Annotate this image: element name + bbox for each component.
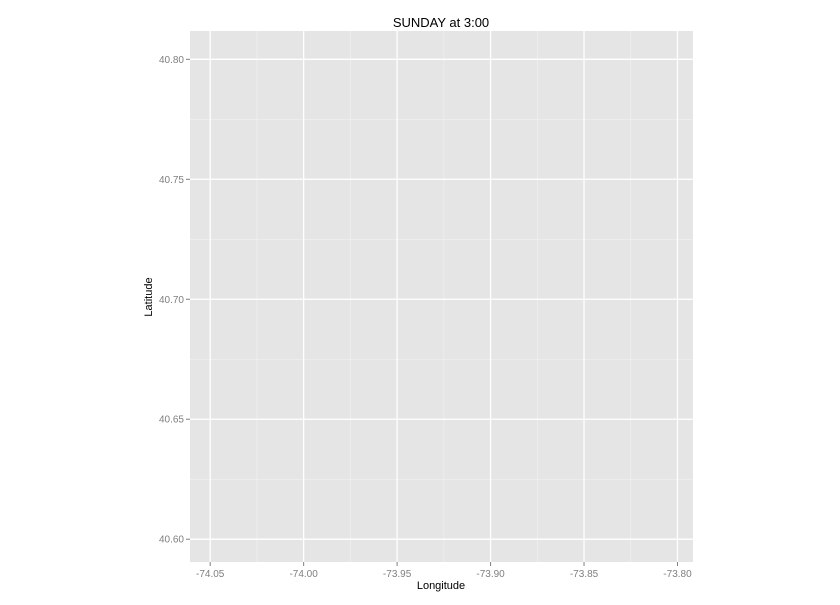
x-tick-label: -74.05	[196, 569, 225, 580]
y-axis-title: Latitude	[143, 277, 155, 316]
x-axis: -74.05 -74.00 -73.95 -73.90 -73.85 -73.80	[196, 562, 692, 580]
x-tick-label: -74.00	[289, 569, 318, 580]
y-tick-label: 40.75	[159, 175, 184, 186]
y-tick-label: 40.60	[159, 535, 184, 546]
plot-panel	[190, 31, 693, 562]
x-tick-label: -73.90	[476, 569, 505, 580]
y-tick-label: 40.80	[159, 55, 184, 66]
x-tick-label: -73.95	[383, 569, 412, 580]
x-tick-label: -73.85	[570, 569, 599, 580]
x-tick-label: -73.80	[663, 569, 692, 580]
x-axis-title: Longitude	[417, 580, 465, 592]
major-grid	[190, 31, 693, 562]
minor-grid	[190, 31, 693, 562]
y-axis: 40.60 40.65 40.70 40.75 40.80	[159, 55, 190, 546]
y-tick-label: 40.65	[159, 415, 184, 426]
y-tick-label: 40.70	[159, 295, 184, 306]
chart-title: SUNDAY at 3:00	[393, 15, 489, 30]
